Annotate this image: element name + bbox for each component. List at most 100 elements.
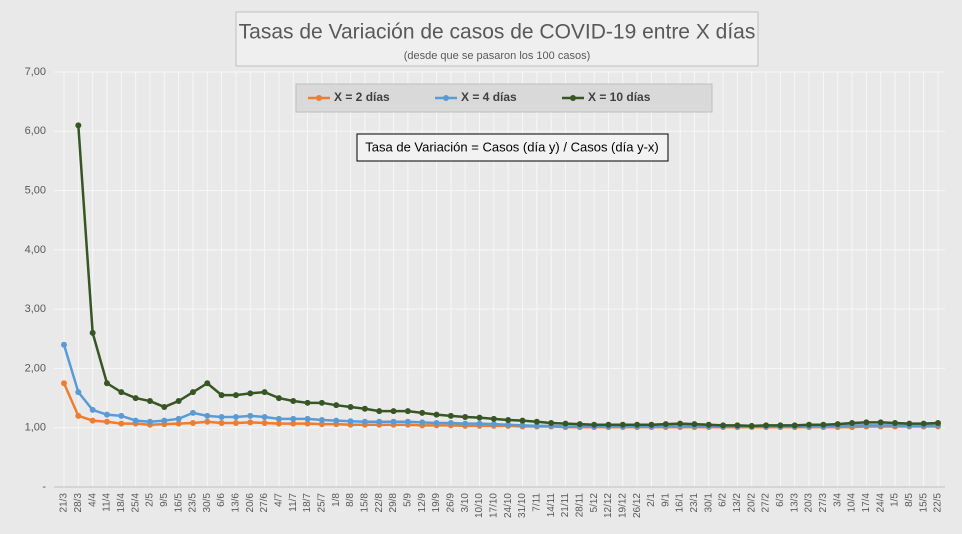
data-point <box>175 398 182 405</box>
legend-marker <box>570 95 576 101</box>
data-point <box>333 402 340 409</box>
data-point <box>189 389 196 396</box>
data-point <box>232 392 239 399</box>
data-point <box>433 419 440 426</box>
x-tick-label: 11/4 <box>102 493 113 512</box>
chart-title: Tasas de Variación de casos de COVID-19 … <box>239 21 756 44</box>
data-point <box>863 419 870 426</box>
data-point <box>261 414 268 421</box>
annotation: Tasa de Variación = Casos (día y) / Caso… <box>365 139 658 154</box>
data-point <box>218 419 225 426</box>
y-tick-label: 5,00 <box>25 184 46 196</box>
y-tick-label: 7,00 <box>25 66 46 78</box>
data-point <box>103 418 110 425</box>
data-point <box>175 420 182 427</box>
data-point <box>290 398 297 405</box>
x-tick-label: 19/9 <box>431 493 442 513</box>
data-point <box>677 420 684 427</box>
data-point <box>505 417 512 424</box>
data-point <box>261 419 268 426</box>
data-point <box>419 419 426 426</box>
x-tick-label: 23/5 <box>188 493 199 513</box>
data-point <box>490 415 497 422</box>
data-point <box>118 420 125 427</box>
data-point <box>318 417 325 424</box>
data-point <box>820 421 827 428</box>
x-tick-label: 27/3 <box>818 493 829 513</box>
data-point <box>462 414 469 421</box>
x-tick-label: 16/5 <box>173 493 184 513</box>
x-tick-label: 24/4 <box>875 493 886 513</box>
x-tick-label: 27/2 <box>761 493 772 513</box>
x-tick-label: 5/12 <box>589 493 600 513</box>
x-tick-label: 15/5 <box>918 493 929 513</box>
data-point <box>175 415 182 422</box>
data-point <box>89 329 96 336</box>
data-point <box>376 408 383 415</box>
data-point <box>132 417 139 424</box>
legend-box <box>295 83 713 113</box>
x-tick-label: 23/1 <box>689 493 700 513</box>
data-point <box>204 418 211 425</box>
x-tick-label: 6/2 <box>718 493 729 507</box>
x-tick-label: 16/1 <box>675 493 686 513</box>
x-tick-label: 30/1 <box>703 493 714 513</box>
data-point <box>705 421 712 428</box>
data-point <box>189 419 196 426</box>
data-point <box>161 403 168 410</box>
y-tick-label: - <box>42 481 46 493</box>
x-tick-label: 29/8 <box>388 493 399 513</box>
data-point <box>161 417 168 424</box>
legend-marker <box>316 95 322 101</box>
x-tick-label: 11/7 <box>288 493 299 512</box>
data-point <box>89 406 96 413</box>
x-tick-label: 26/12 <box>632 493 643 518</box>
x-tick-label: 12/9 <box>417 493 428 513</box>
data-point <box>361 405 368 412</box>
x-tick-label: 15/8 <box>360 493 371 513</box>
x-tick-label: 18/7 <box>302 493 313 513</box>
data-point <box>806 421 813 428</box>
data-point <box>275 420 282 427</box>
x-tick-label: 4/7 <box>274 493 285 507</box>
x-tick-label: 8/8 <box>345 493 356 507</box>
x-tick-label: 7/11 <box>531 493 542 512</box>
data-point <box>361 418 368 425</box>
chart-subtitle: (desde que se pasaron los 100 casos) <box>404 50 591 62</box>
x-tick-label: 2/1 <box>646 493 657 507</box>
data-point <box>218 414 225 421</box>
x-tick-label: 21/11 <box>560 493 571 518</box>
x-tick-label: 1/8 <box>331 493 342 507</box>
x-tick-label: 10/10 <box>474 493 485 518</box>
data-point <box>304 399 311 406</box>
x-tick-label: 4/4 <box>87 493 98 507</box>
data-point <box>261 389 268 396</box>
data-point <box>146 398 153 405</box>
x-tick-label: 17/10 <box>488 493 499 518</box>
x-tick-label: 31/10 <box>517 493 528 518</box>
data-point <box>304 420 311 427</box>
data-point <box>61 341 67 348</box>
data-point <box>533 422 540 429</box>
data-point <box>476 414 483 421</box>
x-tick-label: 20/6 <box>245 493 256 513</box>
data-point <box>275 395 282 402</box>
x-tick-label: 22/5 <box>933 493 944 513</box>
data-point <box>834 421 841 428</box>
x-tick-label: 13/2 <box>732 493 743 513</box>
legend-label: X = 10 días <box>588 90 651 104</box>
data-point <box>103 411 110 418</box>
x-tick-label: 3/10 <box>460 493 471 513</box>
x-tick-label: 18/4 <box>116 493 127 513</box>
data-point <box>591 421 598 428</box>
data-point <box>447 412 454 419</box>
data-point <box>662 421 669 428</box>
data-point <box>347 418 354 425</box>
data-point <box>877 419 884 426</box>
data-point <box>447 419 454 426</box>
data-point <box>849 419 856 426</box>
x-tick-label: 8/5 <box>904 493 915 507</box>
data-point <box>619 421 626 428</box>
legend-label: X = 4 días <box>461 90 517 104</box>
